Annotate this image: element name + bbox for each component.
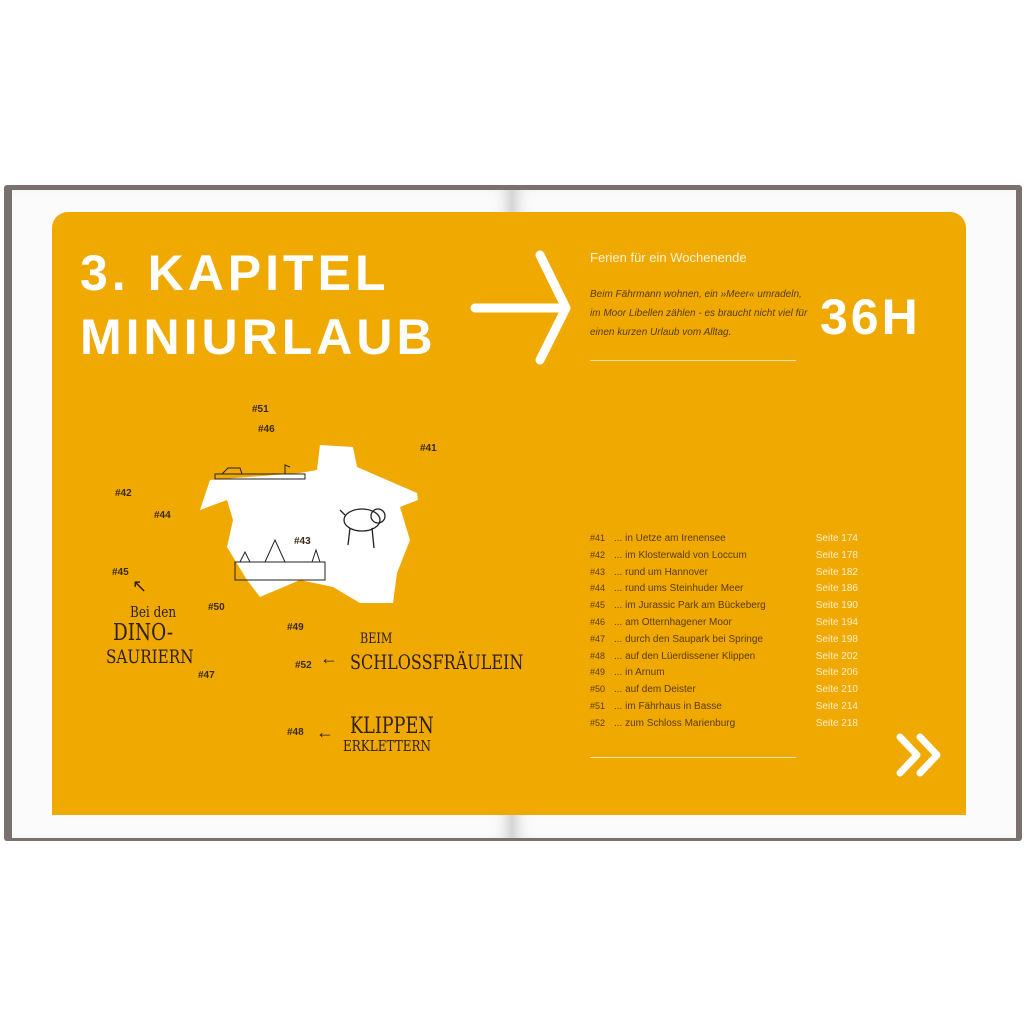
- town-hall-icon: [234, 538, 326, 581]
- section-subtitle: Ferien für ein Wochenende: [590, 250, 747, 265]
- toc-row[interactable]: #45 ... im Jurassic Park am Bückeberg Seit…: [590, 600, 858, 617]
- toc-num: #51: [590, 701, 606, 711]
- toc-page: Seite 194: [815, 617, 858, 628]
- toc-num: #49: [590, 667, 606, 678]
- arrow-left-icon: ←: [320, 648, 338, 668]
- chapter-title: 3. KAPITEL: [80, 245, 390, 301]
- toc-row[interactable]: #51 ... im Fährhaus in Basse Seite 214: [590, 701, 858, 718]
- toc-page: Seite 202: [815, 650, 858, 662]
- map-label: #50: [208, 602, 225, 613]
- toc-title: ... zum Schloss Marienburg: [614, 717, 736, 729]
- toc-num: #43: [590, 566, 606, 577]
- double-chevron-right-icon[interactable]: [895, 732, 947, 778]
- map-label: #42: [115, 488, 132, 499]
- toc-num: #48: [590, 650, 606, 661]
- toc-num: #42: [590, 549, 606, 560]
- toc-row[interactable]: #44 ... rund ums Steinhuder Meer Seite 186: [590, 583, 858, 600]
- callout-text: Bei den: [130, 603, 177, 621]
- toc-row[interactable]: #47 ... durch den Saupark bei Springe Seit…: [590, 634, 858, 651]
- toc-title: ... am Otternhagener Moor: [614, 617, 732, 628]
- callout-text: BEIM: [360, 631, 393, 647]
- toc-row[interactable]: #49 ... in Arnum Seite 206: [590, 667, 858, 684]
- callout-text: SAURIERN: [106, 646, 194, 668]
- toc-page: Seite 198: [815, 633, 858, 645]
- arrow-left-icon: ←: [316, 722, 334, 742]
- callout-text: ERKLETTERN: [343, 737, 432, 755]
- toc-page: Seite 178: [815, 549, 858, 561]
- toc-page: Seite 182: [815, 566, 858, 578]
- toc-title: ... auf dem Deister: [614, 684, 696, 696]
- toc-row[interactable]: #41 ... in Uetze am Irenensee Seite 174: [590, 533, 858, 550]
- toc-title: ... auf den Lüerdissener Klippen: [614, 650, 756, 662]
- toc-page: Seite 210: [815, 684, 858, 696]
- toc-row[interactable]: #46 ... am Otternhagener Moor Seite 194: [590, 617, 858, 634]
- toc-row[interactable]: #48 ... auf den Lüerdissener Klippen Seite…: [590, 651, 858, 668]
- intro-text: Beim Fährmann wohnen, ein »Meer« umradel…: [590, 289, 808, 338]
- toc-row[interactable]: #50 ... auf dem Deister Seite 210: [590, 684, 858, 701]
- map-label: #51: [252, 404, 269, 415]
- map-label: #45: [112, 567, 129, 578]
- map-label: #48: [287, 727, 304, 738]
- divider: [590, 360, 796, 361]
- toc-page: Seite 186: [815, 583, 858, 595]
- toc-num: #46: [590, 617, 606, 627]
- toc-title: ... durch den Saupark bei Springe: [614, 633, 763, 645]
- map-label: #52: [295, 660, 312, 671]
- toc-num: #41: [590, 533, 606, 543]
- map-label: #44: [154, 510, 171, 521]
- map-label: #47: [198, 670, 215, 681]
- right-yellow-panel: [512, 212, 966, 815]
- toc-row[interactable]: #43 ... rund um Hannover Seite 182: [590, 567, 858, 584]
- callout-text: SCHLOSSFRÄULEIN: [350, 650, 524, 674]
- toc-page: Seite 174: [815, 533, 858, 544]
- toc-title: ... rund um Hannover: [614, 566, 708, 578]
- toc-title: ... im Fährhaus in Basse: [614, 701, 722, 712]
- boar-icon: [339, 508, 386, 549]
- arrow-up-left-icon: ↖: [132, 576, 148, 596]
- toc-num: #44: [590, 583, 606, 594]
- toc-num: #50: [590, 684, 606, 695]
- toc-title: ... in Arnum: [614, 667, 665, 679]
- toc-num: #47: [590, 633, 606, 644]
- toc-num: #52: [590, 717, 606, 728]
- region-map: [200, 445, 418, 603]
- map-label: #43: [294, 536, 311, 547]
- map-label: #46: [258, 424, 275, 435]
- map-label: #41: [420, 443, 437, 454]
- ferry-icon: [214, 464, 306, 480]
- toc-title: ... rund ums Steinhuder Meer: [614, 583, 744, 595]
- toc-page: Seite 214: [815, 701, 858, 712]
- toc-title: ... in Uetze am Irenensee: [614, 533, 726, 544]
- map-label: #49: [287, 622, 304, 633]
- toc-page: Seite 218: [815, 717, 858, 729]
- callout-text: DINO-: [113, 620, 174, 646]
- callout-text: KLIPPEN: [350, 714, 434, 739]
- toc-num: #45: [590, 600, 606, 611]
- arrow-right-icon: [470, 250, 571, 365]
- duration-heading: 36H: [820, 289, 921, 345]
- toc-page: Seite 206: [815, 667, 858, 679]
- toc-title: ... im Jurassic Park am Bückeberg: [614, 600, 766, 612]
- chapter-subtitle: MINIURLAUB: [80, 309, 437, 365]
- divider: [590, 757, 796, 758]
- toc-row[interactable]: #52 ... zum Schloss Marienburg Seite 218: [590, 718, 858, 735]
- toc-page: Seite 190: [815, 600, 858, 612]
- toc-title: ... im Klosterwald von Loccum: [614, 549, 747, 561]
- toc-row[interactable]: #42 ... im Klosterwald von Loccum Seite 17…: [590, 550, 858, 567]
